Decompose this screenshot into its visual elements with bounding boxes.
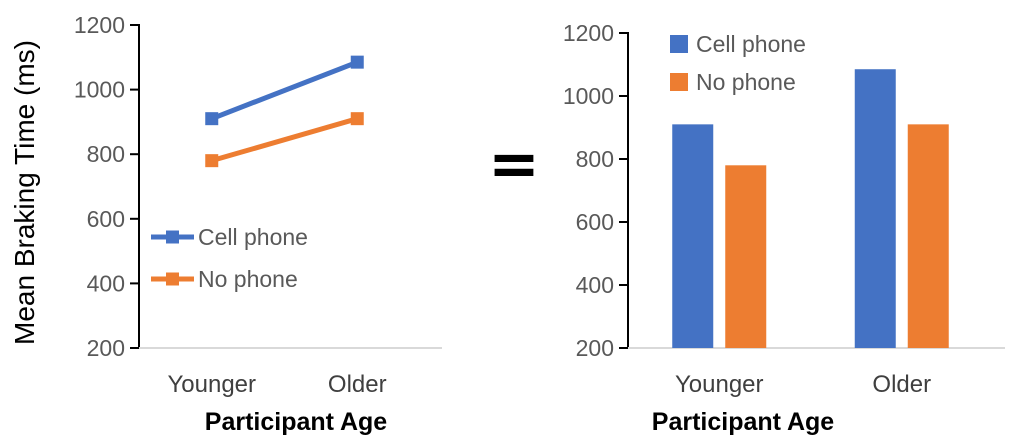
y-tick-label: 1200: [74, 12, 125, 38]
y-tick-label: 600: [87, 206, 125, 232]
bar-cell-phone-older: [854, 69, 896, 348]
series-marker-cell-phone-younger: [205, 112, 219, 126]
series-marker-no-phone-older: [350, 112, 364, 126]
legend-square-swatch: [670, 73, 688, 91]
x-axis-title: Participant Age: [652, 408, 835, 436]
x-category-label-older: Older: [328, 371, 387, 398]
series-line-no-phone: [211, 116, 358, 164]
y-tick-label: 1000: [74, 77, 125, 103]
legend-label: No phone: [696, 69, 796, 95]
x-category-label-older: Older: [872, 371, 931, 398]
series-marker-cell-phone-older: [350, 55, 364, 69]
bar-no-phone-older: [907, 124, 949, 348]
y-tick-label: 200: [87, 335, 125, 361]
legend-marker-swatch: [166, 230, 179, 244]
bar-chart: 200 400 600 800 1000 1200 Younger Older Particip…: [563, 20, 1005, 436]
y-tick-label: 1200: [563, 20, 614, 46]
y-axis-title: Mean Braking Time (ms): [9, 40, 40, 345]
bar-no-phone-younger: [725, 165, 767, 348]
line-chart: 200 400 600 800 1000 1200 Younger Older Particip…: [9, 12, 442, 436]
bar-cell-phone-younger: [672, 124, 714, 348]
x-category-label-younger: Younger: [675, 371, 764, 398]
y-tick-label: 600: [576, 209, 614, 235]
y-tick-label: 800: [87, 141, 125, 167]
legend-label: Cell phone: [198, 224, 308, 250]
y-tick-label: 200: [576, 335, 614, 361]
legend-marker-swatch: [166, 272, 179, 286]
legend-label: No phone: [198, 266, 298, 292]
y-tick-label: 400: [87, 270, 125, 296]
series-line-cell-phone: [210, 59, 359, 122]
legend-item-cell-phone: Cell phone: [670, 31, 806, 57]
equals-sign: =: [488, 127, 540, 200]
x-axis-title: Participant Age: [205, 408, 388, 436]
legend-item-cell-phone: Cell phone: [151, 224, 308, 250]
y-tick-label: 400: [576, 272, 614, 298]
y-tick-label: 1000: [563, 83, 614, 109]
series-marker-no-phone-younger: [205, 154, 219, 168]
legend-square-swatch: [670, 35, 688, 53]
y-tick-label: 800: [576, 146, 614, 172]
x-category-label-younger: Younger: [167, 371, 256, 398]
legend-item-no-phone: No phone: [151, 266, 298, 292]
legend-item-no-phone: No phone: [670, 69, 796, 95]
legend-label: Cell phone: [696, 31, 806, 57]
